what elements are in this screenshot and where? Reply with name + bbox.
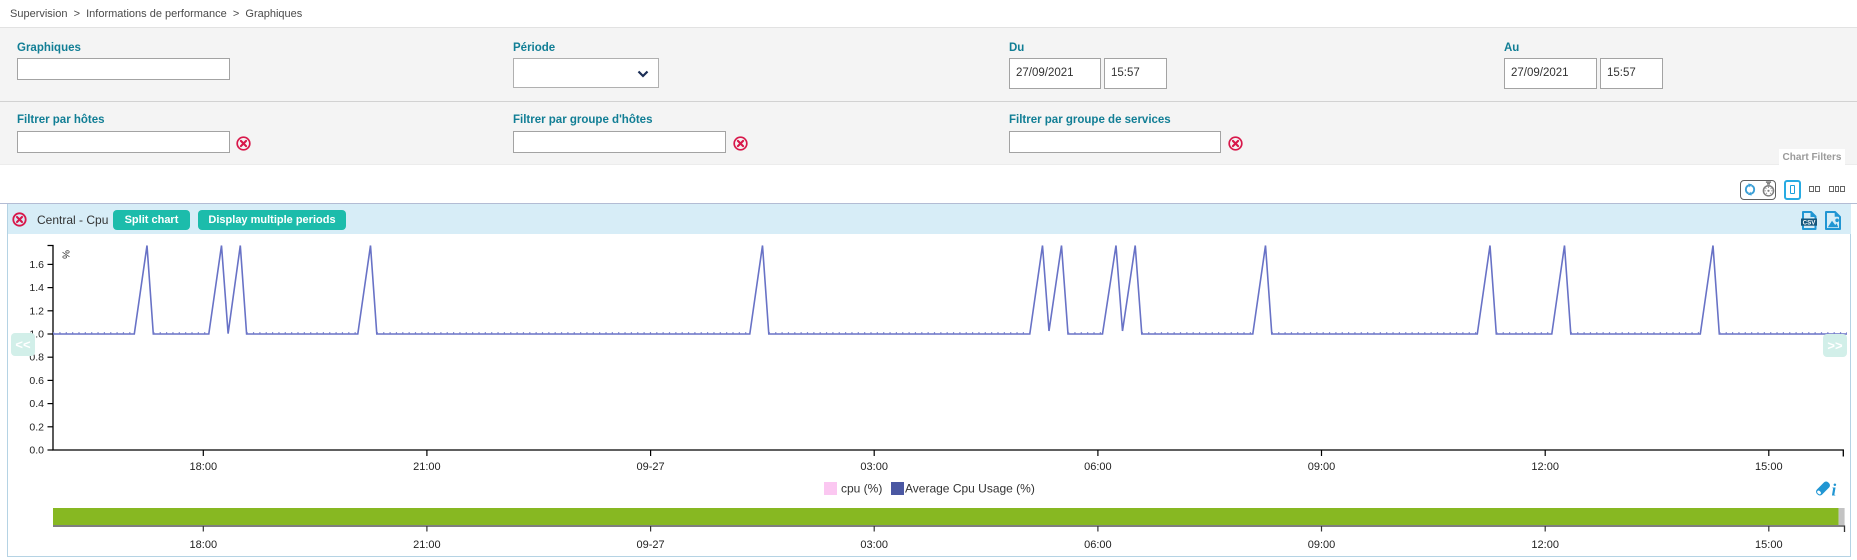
svg-text:%: %: [60, 250, 71, 259]
svg-text:06:00: 06:00: [1084, 461, 1112, 473]
svg-text:21:00: 21:00: [413, 539, 441, 551]
svg-text:12:00: 12:00: [1531, 461, 1559, 473]
svg-text:0.2: 0.2: [29, 421, 44, 433]
svg-text:15:00: 15:00: [1755, 461, 1783, 473]
svg-text:21:00: 21:00: [413, 461, 441, 473]
svg-text:09-27: 09-27: [637, 539, 665, 551]
svg-text:CSV: CSV: [1803, 219, 1817, 226]
svg-text:0.6: 0.6: [29, 375, 44, 387]
svg-text:1.4: 1.4: [29, 282, 44, 294]
svg-text:09-27: 09-27: [637, 461, 665, 473]
svg-text:09:00: 09:00: [1308, 539, 1336, 551]
svg-text:Average Cpu Usage (%): Average Cpu Usage (%): [905, 482, 1035, 496]
svg-text:cpu (%): cpu (%): [841, 482, 882, 496]
svg-text:18:00: 18:00: [190, 461, 218, 473]
svg-text:03:00: 03:00: [860, 461, 888, 473]
svg-text:1.6: 1.6: [29, 259, 44, 271]
svg-text:12:00: 12:00: [1531, 539, 1559, 551]
svg-text:03:00: 03:00: [860, 539, 888, 551]
svg-text:06:00: 06:00: [1084, 539, 1112, 551]
svg-text:09:00: 09:00: [1308, 461, 1336, 473]
svg-text:15:00: 15:00: [1755, 539, 1783, 551]
svg-text:0.0: 0.0: [29, 445, 44, 457]
svg-text:1.2: 1.2: [29, 305, 44, 317]
svg-text:0.4: 0.4: [29, 398, 44, 410]
svg-text:18:00: 18:00: [190, 539, 218, 551]
svg-text:i: i: [1832, 481, 1837, 500]
